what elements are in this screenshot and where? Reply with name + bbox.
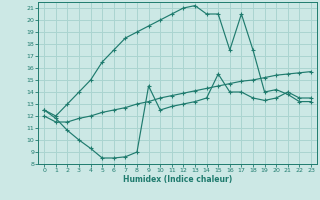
X-axis label: Humidex (Indice chaleur): Humidex (Indice chaleur)	[123, 175, 232, 184]
